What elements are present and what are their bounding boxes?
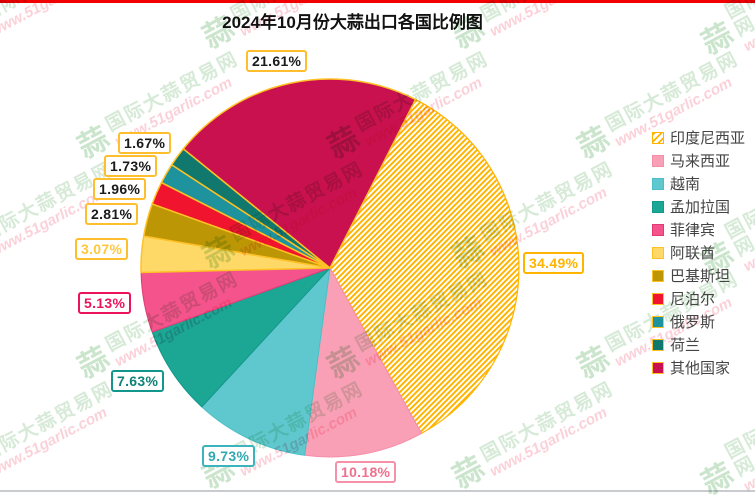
legend-swatch-vietnam [652,177,664,190]
legend-item-indonesia[interactable]: 印度尼西亚 [652,130,746,147]
pie-label-vietnam: 9.73% [202,445,256,467]
legend-label-netherlands: 荷兰 [670,337,701,354]
legend-item-netherlands[interactable]: 荷兰 [652,337,745,354]
legend-item-russia[interactable]: 俄罗斯 [652,314,745,331]
pie-label-other-countries: 21.61% [246,50,308,72]
pie-slice-malaysia[interactable] [304,267,422,458]
legend-label-philippines: 菲律宾 [670,222,716,239]
legend-item-vietnam[interactable]: 越南 [652,176,745,193]
pie-label-malaysia: 10.18% [335,461,397,483]
legend-label-bangladesh: 孟加拉国 [670,199,731,216]
pie-label-bangladesh: 7.63% [111,370,165,392]
legend-item-malaysia[interactable]: 马来西亚 [652,153,745,170]
bottom-border [0,490,755,492]
pie-label-uae: 3.07% [75,238,129,260]
legend-swatch-malaysia [652,154,664,167]
legend-swatch-pakistan [652,269,664,282]
legend-swatch-indonesia [652,131,664,144]
legend-item-other-countries[interactable]: 其他国家 [652,360,745,377]
page-title: 2024年10月份大蒜出口各国比例图 [222,13,483,32]
legend-item-philippines[interactable]: 菲律宾 [652,222,745,239]
legend-label-russia: 俄罗斯 [670,314,716,331]
legend-swatch-bangladesh [652,200,664,213]
legend: 印度尼西亚马来西亚越南孟加拉国菲律宾阿联酋巴基斯坦尼泊尔俄罗斯荷兰其他国家 [652,130,745,383]
legend-swatch-netherlands [652,338,664,351]
legend-swatch-russia [652,315,664,328]
legend-item-bangladesh[interactable]: 孟加拉国 [652,199,745,216]
legend-item-pakistan[interactable]: 巴基斯坦 [652,268,745,285]
pie-label-pakistan: 2.81% [85,203,139,225]
legend-swatch-nepal [652,292,664,305]
legend-label-uae: 阿联酋 [670,245,716,262]
legend-label-vietnam: 越南 [670,176,701,193]
pie-slice-vietnam[interactable] [201,267,331,456]
legend-label-other-countries: 其他国家 [670,360,731,377]
legend-swatch-uae [652,246,664,259]
pie-label-philippines: 5.13% [78,292,132,314]
legend-item-uae[interactable]: 阿联酋 [652,245,745,262]
top-red-border [0,0,755,3]
pie-slice-other-countries[interactable] [182,78,417,269]
legend-item-nepal[interactable]: 尼泊尔 [652,291,745,308]
legend-label-pakistan: 巴基斯坦 [670,268,731,285]
legend-swatch-other-countries [652,361,664,374]
pie-label-netherlands: 1.67% [118,132,172,154]
pie-label-russia: 1.73% [104,155,158,177]
pie-label-nepal: 1.96% [93,178,147,200]
legend-label-malaysia: 马来西亚 [670,153,731,170]
legend-label-indonesia: 印度尼西亚 [670,130,746,147]
pie-label-indonesia: 34.49% [523,252,585,274]
legend-swatch-philippines [652,223,664,236]
pie-slice-indonesia[interactable] [329,98,520,434]
legend-label-nepal: 尼泊尔 [670,291,716,308]
